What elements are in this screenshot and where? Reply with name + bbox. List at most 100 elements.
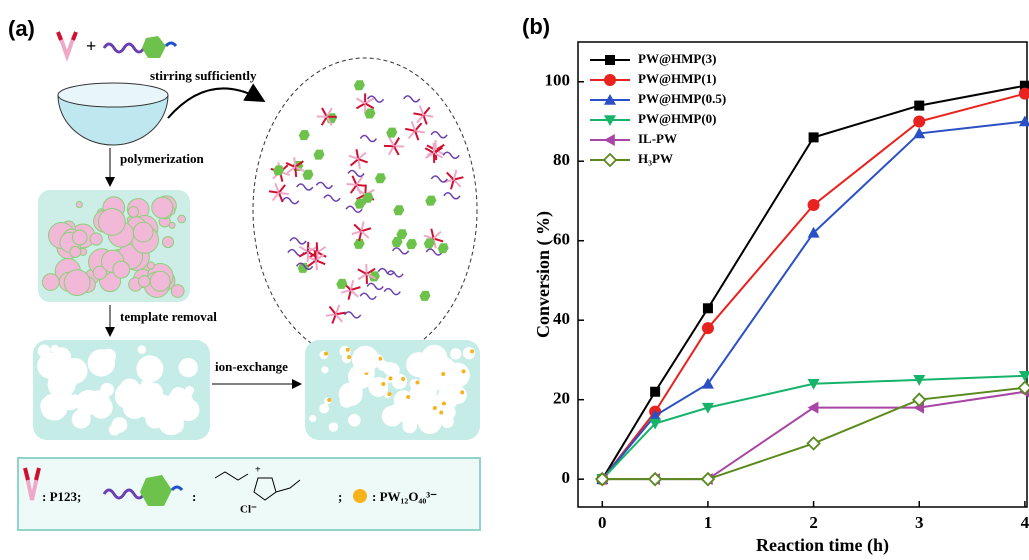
micelle-arm [278, 184, 286, 194]
micelle-arm [357, 158, 368, 164]
monomer [313, 149, 325, 160]
monomer [425, 195, 437, 206]
micelle-arm [320, 116, 328, 126]
micelle-arm [432, 230, 442, 240]
monomer [406, 239, 418, 250]
p123-icon [23, 467, 41, 501]
pore [149, 270, 171, 292]
legend-text: ; [338, 489, 342, 504]
pw-dot [347, 355, 352, 360]
micelle-arm [314, 260, 319, 271]
pore [71, 409, 91, 429]
pore [69, 246, 82, 258]
pw-dot [327, 397, 332, 402]
pw-dot [381, 381, 386, 386]
micelle-arm [346, 183, 357, 186]
micelle-arm [357, 273, 368, 281]
legend-label: H₃PW [638, 151, 673, 166]
micelle-arm [355, 102, 366, 110]
micelle-arm [407, 130, 416, 139]
micelle-arm [286, 166, 296, 174]
marker [808, 132, 819, 143]
micelle-arm [307, 259, 317, 268]
marker [595, 471, 610, 487]
chain [366, 95, 385, 103]
marker [807, 198, 820, 211]
micelle-arm [422, 114, 428, 125]
chain [359, 292, 377, 300]
series-line [601, 92, 1026, 480]
monomer [393, 205, 405, 216]
marker [702, 303, 713, 314]
pore [40, 397, 56, 413]
micelle-arm [435, 143, 445, 151]
pore [406, 352, 432, 378]
marker [807, 226, 820, 238]
marker [1018, 115, 1029, 127]
micelle-arm [350, 289, 359, 298]
pore [146, 261, 155, 270]
monomer [302, 169, 314, 180]
pw-dot [441, 372, 446, 377]
pw-dot [439, 410, 444, 415]
x-tick-label: 1 [704, 513, 713, 532]
micelle-arm [357, 158, 362, 170]
micelle-arm [335, 311, 346, 316]
marker [806, 436, 821, 451]
micelle-arm [294, 160, 304, 168]
pore [97, 358, 114, 374]
micelle-arm [355, 149, 360, 160]
micelle-arm [351, 175, 358, 186]
micelle-arm [393, 145, 400, 156]
chain [430, 175, 448, 183]
micelle-arm [424, 147, 435, 154]
micelle-arm [388, 136, 395, 147]
micelle-arm [331, 313, 337, 324]
micelle-arm [274, 183, 280, 194]
chain [403, 95, 421, 103]
y-tick-label: 20 [553, 389, 570, 408]
pw-dot [470, 349, 475, 354]
micelle-arm [433, 151, 444, 159]
pore [441, 415, 454, 428]
chain [359, 134, 378, 143]
micelle-arm [340, 289, 352, 294]
chain [296, 183, 314, 191]
y-axis-label: Conversion ( %) [533, 211, 554, 338]
micelle-arm [298, 250, 309, 258]
micelle-arm [414, 130, 420, 141]
pore [309, 414, 317, 423]
monomer [354, 198, 366, 209]
micelle-arm [313, 250, 317, 261]
micelle-arm [316, 251, 327, 258]
pw-dot [441, 401, 446, 406]
pore [41, 273, 60, 291]
micelle-arm [446, 171, 455, 181]
pore [178, 357, 198, 378]
micelle-arm [293, 157, 297, 168]
pore [351, 345, 379, 373]
pore [132, 221, 154, 243]
micelle-arm [325, 313, 337, 317]
marker [1018, 371, 1029, 382]
monomer [419, 290, 431, 301]
micelle-arm [315, 253, 325, 262]
pore [177, 214, 186, 224]
monomer [368, 271, 380, 282]
micelle-arm [452, 169, 458, 180]
chain [344, 311, 362, 319]
micelle-arm [321, 107, 328, 118]
pore [89, 232, 103, 246]
marker [701, 402, 714, 414]
micelle-arm [360, 221, 365, 232]
micelle-arm [410, 120, 417, 132]
pore [97, 207, 126, 236]
pore [85, 390, 111, 415]
micelle-arm [357, 268, 368, 275]
y-tick-label: 40 [553, 309, 570, 328]
marker [701, 377, 714, 389]
chain [425, 248, 443, 256]
pore [321, 366, 329, 374]
plot-frame [577, 41, 1028, 508]
pw-dot [378, 356, 383, 361]
